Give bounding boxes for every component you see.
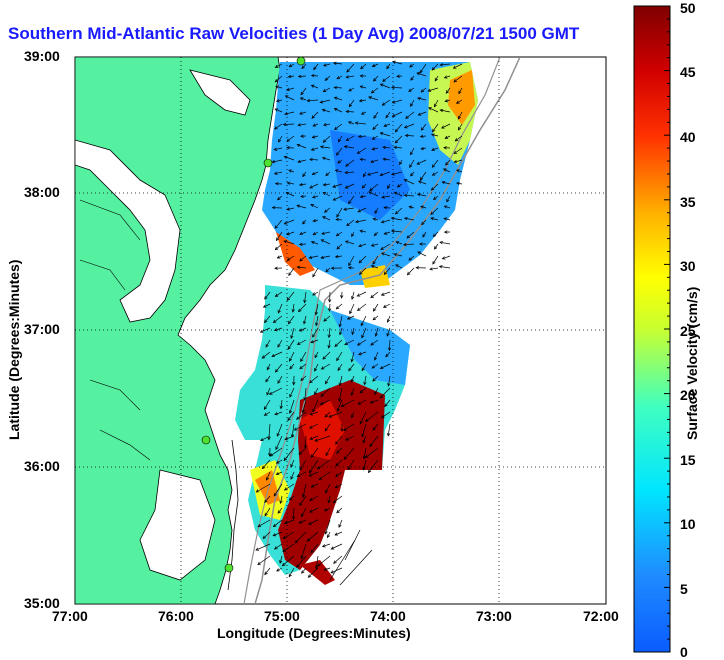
colorbar-tick-label: 5 [680,581,688,597]
colorbar-tick-label: 45 [680,64,696,80]
colorbar-tick-label: 15 [680,452,696,468]
radar-site-marker [202,436,210,444]
y-tick-label: 35:00 [24,595,60,611]
y-tick-label: 38:00 [24,184,60,200]
x-tick-label: 75:00 [264,608,300,624]
colorbar-tick-label: 25 [680,323,696,339]
x-tick-label: 73:00 [476,608,512,624]
colorbar-tick-label: 0 [680,644,688,660]
radar-site-marker [264,159,272,167]
y-tick-label: 37:00 [24,321,60,337]
colorbar-tick-label: 30 [680,258,696,274]
x-axis-label: Longitude (Degrees:Minutes) [217,625,411,641]
x-tick-label: 74:00 [370,608,406,624]
radar-site-marker [297,57,305,65]
colorbar-tick-label: 10 [680,516,696,532]
radar-site-marker [225,564,233,572]
y-tick-label: 36:00 [24,458,60,474]
colorbar-tick-label: 40 [680,129,696,145]
y-tick-label: 39:00 [24,48,60,64]
colorbar-label: Surface Velocity (cm/s) [684,287,700,440]
colorbar-tick-label: 20 [680,387,696,403]
y-axis-label: Latitude (Degrees:Minutes) [6,260,22,440]
colorbar-tick-label: 50 [680,0,696,16]
colorbar-tick-label: 35 [680,194,696,210]
x-tick-label: 72:00 [583,608,619,624]
x-tick-label: 76:00 [158,608,194,624]
